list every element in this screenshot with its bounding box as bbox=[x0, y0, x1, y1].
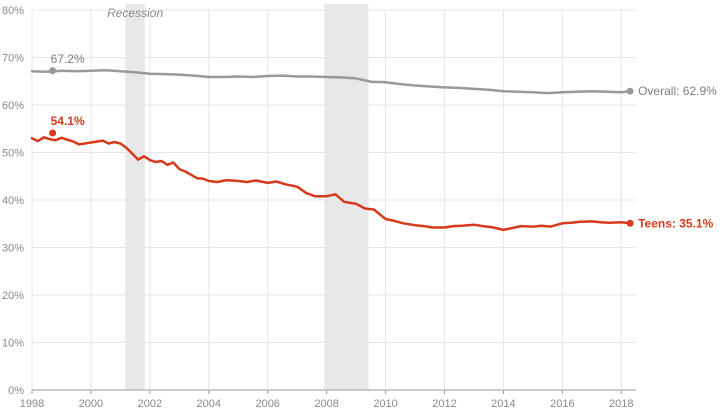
recession-band bbox=[125, 4, 145, 390]
y-tick-label: 10% bbox=[2, 338, 24, 350]
x-tick-label: 2008 bbox=[314, 398, 338, 408]
teens-start-point bbox=[49, 129, 57, 137]
y-tick-label: 30% bbox=[2, 243, 24, 255]
y-tick-label: 70% bbox=[2, 53, 24, 65]
teens-end-point bbox=[626, 219, 634, 227]
series-labels: 67.2% Overall: 62.9% 54.1% Teens: 35.1% bbox=[51, 52, 718, 230]
teens-series-line bbox=[30, 136, 632, 232]
x-tick-label: 2012 bbox=[432, 398, 456, 408]
x-tick-label: 1998 bbox=[20, 398, 44, 408]
recession-band bbox=[324, 4, 369, 390]
y-tick-label: 20% bbox=[2, 290, 24, 302]
overall-end-point bbox=[626, 87, 634, 95]
teens-end-label: Teens: 35.1% bbox=[638, 216, 713, 230]
x-tick-label: 2014 bbox=[491, 398, 515, 408]
recession-label: Recession bbox=[107, 6, 163, 20]
overall-end-label: Overall: 62.9% bbox=[638, 84, 717, 98]
x-axis-ticks: 1998 2000 2002 2004 2006 2008 2010 2012 2014 2016… bbox=[20, 390, 634, 408]
x-tick-label: 2002 bbox=[138, 398, 162, 408]
y-tick-label: 40% bbox=[2, 195, 24, 207]
y-tick-label: 60% bbox=[2, 100, 24, 112]
x-tick-label: 2000 bbox=[79, 398, 103, 408]
teens-start-label: 54.1% bbox=[51, 114, 85, 128]
x-tick-label: 2018 bbox=[609, 398, 633, 408]
x-tick-label: 2006 bbox=[255, 398, 279, 408]
y-tick-label: 80% bbox=[2, 5, 24, 17]
y-tick-label: 0% bbox=[8, 385, 24, 397]
overall-series-line bbox=[30, 69, 632, 95]
overall-start-point bbox=[49, 67, 57, 75]
y-axis-ticks: 0% 10% 20% 30% 40% 50% 60% 70% 80% bbox=[2, 5, 24, 397]
series-lines bbox=[30, 67, 634, 232]
recession-bands: Recession bbox=[107, 4, 369, 390]
x-tick-label: 2004 bbox=[197, 398, 221, 408]
y-tick-label: 50% bbox=[2, 148, 24, 160]
overall-start-label: 67.2% bbox=[51, 52, 85, 66]
x-tick-label: 2010 bbox=[373, 398, 397, 408]
x-tick-label: 2016 bbox=[550, 398, 574, 408]
